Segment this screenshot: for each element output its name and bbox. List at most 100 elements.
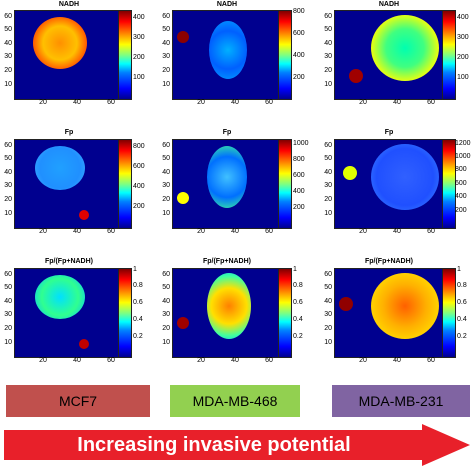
colorbar-tick: 200 <box>133 203 145 210</box>
y-tick: 10 <box>324 339 332 346</box>
x-tick: 40 <box>73 357 81 364</box>
y-tick: 50 <box>162 155 170 162</box>
y-tick: 10 <box>4 81 12 88</box>
panel-title-r1c3: NADH <box>378 1 400 8</box>
y-tick: 60 <box>324 13 332 20</box>
y-tick: 50 <box>324 155 332 162</box>
colorbar-tick: 0.6 <box>293 299 303 306</box>
panel-title-r3c3: Fp/(Fp+NADH) <box>364 258 414 265</box>
x-tick: 20 <box>39 99 47 106</box>
y-tick: 30 <box>4 53 12 60</box>
colorbar-tick: 400 <box>133 14 145 21</box>
y-tick: 10 <box>162 210 170 217</box>
colorbar-tick: 200 <box>457 54 469 61</box>
x-tick: 40 <box>393 228 401 235</box>
x-tick: 20 <box>197 99 205 106</box>
colorbar-tick: 1 <box>457 266 461 273</box>
heatmap-mda468-ratio <box>172 268 284 358</box>
y-tick: 30 <box>4 182 12 189</box>
colorbar-tick: 600 <box>133 163 145 170</box>
cell-line-label-mda-mb-231: MDA-MB-231 <box>332 385 470 417</box>
colorbar-r3c1 <box>118 268 132 358</box>
y-tick: 50 <box>4 26 12 33</box>
colorbar-tick: 0.4 <box>293 316 303 323</box>
y-tick: 40 <box>4 40 12 47</box>
colorbar-tick: 0.6 <box>457 299 467 306</box>
y-tick: 60 <box>162 271 170 278</box>
x-tick: 40 <box>73 228 81 235</box>
y-tick: 10 <box>162 339 170 346</box>
x-tick: 60 <box>265 99 273 106</box>
colorbar-tick: 800 <box>455 166 467 173</box>
cell-line-text: MDA-MB-231 <box>358 393 444 409</box>
x-tick: 60 <box>107 357 115 364</box>
colorbar-tick: 1200 <box>455 140 471 147</box>
colorbar-tick: 800 <box>133 143 145 150</box>
colorbar-tick: 600 <box>293 30 305 37</box>
colorbar-r3c3 <box>442 268 456 358</box>
y-tick: 60 <box>324 142 332 149</box>
colorbar-tick: 400 <box>293 52 305 59</box>
heatmap-mda231-nadh <box>334 10 446 100</box>
y-tick: 10 <box>4 339 12 346</box>
y-tick: 30 <box>324 311 332 318</box>
y-tick: 40 <box>4 169 12 176</box>
heatmap-mcf7-ratio <box>14 268 126 358</box>
y-tick: 20 <box>4 67 12 74</box>
colorbar-tick: 800 <box>293 156 305 163</box>
y-tick: 60 <box>162 13 170 20</box>
y-tick: 40 <box>324 298 332 305</box>
y-tick: 30 <box>162 53 170 60</box>
heatmap-mda231-ratio <box>334 268 446 358</box>
y-tick: 40 <box>162 40 170 47</box>
colorbar-tick: 200 <box>293 204 305 211</box>
colorbar-tick: 400 <box>133 183 145 190</box>
y-tick: 60 <box>324 271 332 278</box>
y-tick: 30 <box>4 311 12 318</box>
colorbar-tick: 0.4 <box>133 316 143 323</box>
y-tick: 40 <box>4 298 12 305</box>
heatmap-mcf7-fp <box>14 139 126 229</box>
colorbar-tick: 0.2 <box>293 333 303 340</box>
colorbar-tick: 100 <box>133 74 145 81</box>
colorbar-tick: 0.6 <box>133 299 143 306</box>
colorbar-tick: 800 <box>293 8 305 15</box>
y-tick: 40 <box>162 169 170 176</box>
colorbar-r3c2 <box>278 268 292 358</box>
y-tick: 50 <box>4 155 12 162</box>
y-tick: 60 <box>4 13 12 20</box>
x-tick: 20 <box>197 228 205 235</box>
y-tick: 40 <box>162 298 170 305</box>
colorbar-tick: 0.8 <box>457 282 467 289</box>
y-tick: 50 <box>162 26 170 33</box>
x-tick: 40 <box>231 228 239 235</box>
colorbar-tick: 0.8 <box>293 282 303 289</box>
x-tick: 20 <box>359 99 367 106</box>
colorbar-tick: 200 <box>293 74 305 81</box>
y-tick: 50 <box>162 284 170 291</box>
x-tick: 60 <box>265 357 273 364</box>
colorbar-tick: 200 <box>455 207 467 214</box>
y-tick: 10 <box>4 210 12 217</box>
cell-line-label-mda-mb-468: MDA-MB-468 <box>170 385 300 417</box>
y-tick: 20 <box>162 325 170 332</box>
colorbar-r2c2 <box>278 139 292 229</box>
y-tick: 20 <box>324 325 332 332</box>
colorbar-tick: 400 <box>457 14 469 21</box>
colorbar-r2c1 <box>118 139 132 229</box>
x-tick: 20 <box>39 228 47 235</box>
heatmap-mcf7-nadh <box>14 10 126 100</box>
heatmap-mda231-fp <box>334 139 446 229</box>
panel-title-r2c1: Fp <box>64 129 74 136</box>
y-tick: 40 <box>324 40 332 47</box>
panel-title-r3c2: Fp/(Fp+NADH) <box>202 258 252 265</box>
x-tick: 20 <box>197 357 205 364</box>
y-tick: 20 <box>162 196 170 203</box>
y-tick: 40 <box>324 169 332 176</box>
x-tick: 60 <box>427 99 435 106</box>
x-tick: 60 <box>427 357 435 364</box>
colorbar-r1c3 <box>442 10 456 100</box>
y-tick: 30 <box>162 311 170 318</box>
cell-line-label-mcf7: MCF7 <box>6 385 150 417</box>
y-tick: 20 <box>4 325 12 332</box>
